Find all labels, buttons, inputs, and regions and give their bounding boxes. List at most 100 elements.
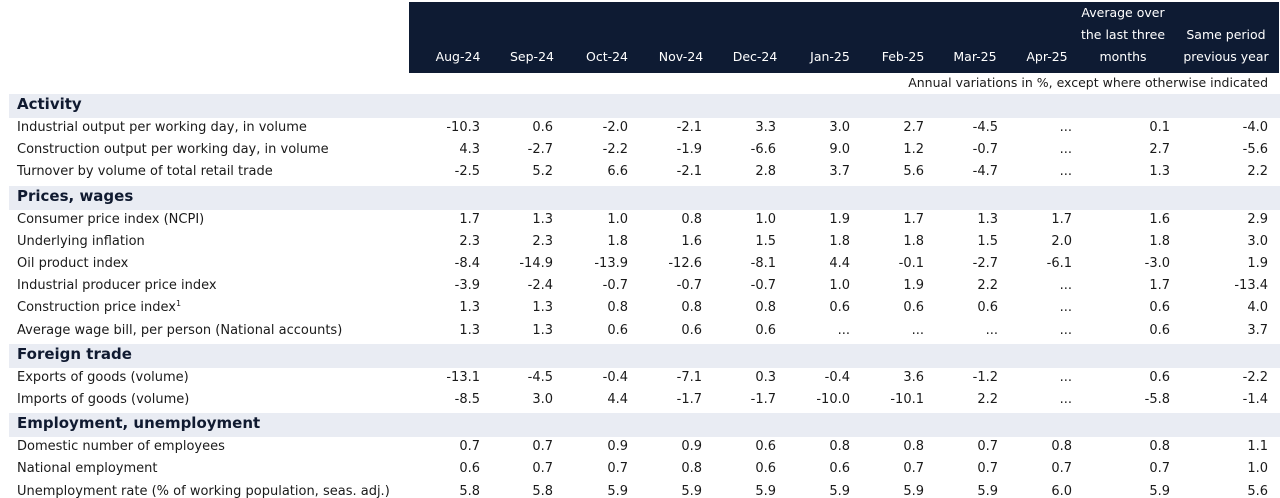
row-label: Industrial producer price index [17,278,217,293]
table-cell: 1.7 [1051,211,1072,227]
table-cell: 4.0 [1247,300,1268,316]
table-cell: 5.9 [755,483,776,498]
row-label-text: Unemployment rate (% of working populati… [17,483,390,498]
table-cell: -5.6 [1242,142,1268,158]
table-row: Industrial producer price index -3.9 -2.4 -… [0,276,1280,298]
table-cell: -1.7 [750,392,776,407]
table-cell: ... [1059,392,1072,407]
table-cell: 1.3 [532,211,553,227]
table-cell: 1.8 [829,233,850,249]
column-header: Apr-25 [1026,49,1068,64]
table-cell: -2.4 [527,278,553,294]
table-cell: ... [1059,322,1072,338]
table-cell: 2.7 [1149,142,1170,158]
table-cell: 4.3 [459,142,480,158]
row-label: Consumer price index (NCPI) [17,212,204,227]
row-label-text: Domestic number of employees [17,439,225,455]
table-cell: 1.6 [1149,211,1170,227]
column-header-line: the last three [1080,27,1166,42]
table-cell: 0.6 [829,300,850,316]
table-cell: 0.1 [1149,120,1170,135]
table-cell: -4.5 [527,369,553,385]
column-header: Feb-25 [881,49,925,64]
table-cell: 2.2 [977,278,998,294]
table-cell: 1.3 [1149,164,1170,180]
table-cell: 3.7 [829,164,850,180]
table-cell: -12.6 [668,256,702,271]
table-cell: 0.6 [459,461,480,477]
table-cell: -6.1 [1046,256,1072,271]
table-cell: 0.7 [532,461,553,477]
table-note: Annual variations in %, except where oth… [908,75,1268,90]
table-cell: 3.0 [532,392,553,407]
row-label-text: Underlying inflation [17,233,145,249]
table-row: Oil product index -8.4 -14.9 -13.9 -12.6 -8.1… [0,254,1280,276]
table-cell: 0.7 [977,439,998,455]
table-cell: 1.0 [829,278,850,294]
section-header: Employment, unemployment [9,413,1280,438]
table-cell: 1.8 [607,233,628,249]
table-cell: -8.4 [454,256,480,271]
column-header-line: months [1099,49,1147,64]
table-row: Industrial output per working day, in vo… [0,118,1280,140]
table-cell: 2.8 [755,164,776,180]
table-cell: -8.5 [454,392,480,407]
table-cell: -0.7 [676,278,702,294]
table-cell: -2.1 [676,120,702,135]
row-label: Industrial output per working day, in vo… [17,120,307,135]
table-row: Underlying inflation 2.3 2.3 1.8 1.6 1.5 1.8 1.… [0,232,1280,254]
table-cell: ... [985,322,998,338]
table-cell: -0.4 [602,369,628,385]
table-cell: 0.6 [1149,300,1170,316]
table-cell: 1.3 [977,211,998,227]
table-cell: 0.6 [681,322,702,338]
column-header: Nov-24 [658,49,704,64]
table-row: Turnover by volume of total retail trade… [0,162,1280,184]
table-cell: 1.9 [903,278,924,294]
row-label: Imports of goods (volume) [17,392,189,407]
table-cell: -1.2 [972,369,998,385]
table-cell: 0.6 [977,300,998,316]
footnote-marker: 1 [175,299,182,309]
row-label: Unemployment rate (% of working populati… [17,484,390,498]
table-cell: -2.7 [972,256,998,271]
table-cell: 1.0 [1247,461,1268,477]
table-cell: -5.8 [1144,392,1170,407]
row-label-text: National employment [17,461,158,477]
table-cell: 6.0 [1051,483,1072,498]
table-cell: -10.0 [816,392,850,407]
table-cell: 1.8 [903,233,924,249]
section-header: Foreign trade [9,343,1280,368]
table-cell: 5.9 [903,483,924,498]
table-cell: ... [837,322,850,338]
table-cell: 1.2 [903,142,924,158]
table-cell: -3.9 [454,278,480,294]
table-cell: -10.1 [890,392,924,407]
table-cell: 0.8 [829,439,850,455]
table-row: Imports of goods (volume) -8.5 3.0 4.4 -1.7 -… [0,390,1280,412]
row-label: National employment [17,461,157,476]
table-cell: 4.4 [607,392,628,407]
table-row: Consumer price index (NCPI) 1.7 1.3 1.0 0.8 1… [0,210,1280,232]
table-cell: 0.8 [1051,439,1072,455]
table-cell: 0.8 [681,300,702,316]
table-cell: -13.4 [1234,278,1268,294]
section-header: Prices, wages [9,185,1280,210]
table-cell: 1.3 [459,300,480,316]
table-cell: 0.7 [1149,461,1170,477]
table-cell: -1.9 [676,142,702,158]
column-header-line: Same period [1186,27,1266,42]
table-cell: 2.9 [1247,211,1268,227]
table-cell: -0.7 [750,278,776,294]
table-cell: -0.7 [602,278,628,294]
table-cell: 0.6 [755,322,776,338]
table-cell: -2.1 [676,164,702,180]
table-cell: 0.7 [459,439,480,455]
table-cell: -2.2 [1242,369,1268,385]
table-cell: 0.6 [903,300,924,316]
row-label: Turnover by volume of total retail trade [17,164,273,179]
table-cell: 5.8 [532,483,553,498]
table-cell: 1.3 [532,322,553,338]
table-cell: 1.0 [755,211,776,227]
table-cell: 5.9 [607,483,628,498]
